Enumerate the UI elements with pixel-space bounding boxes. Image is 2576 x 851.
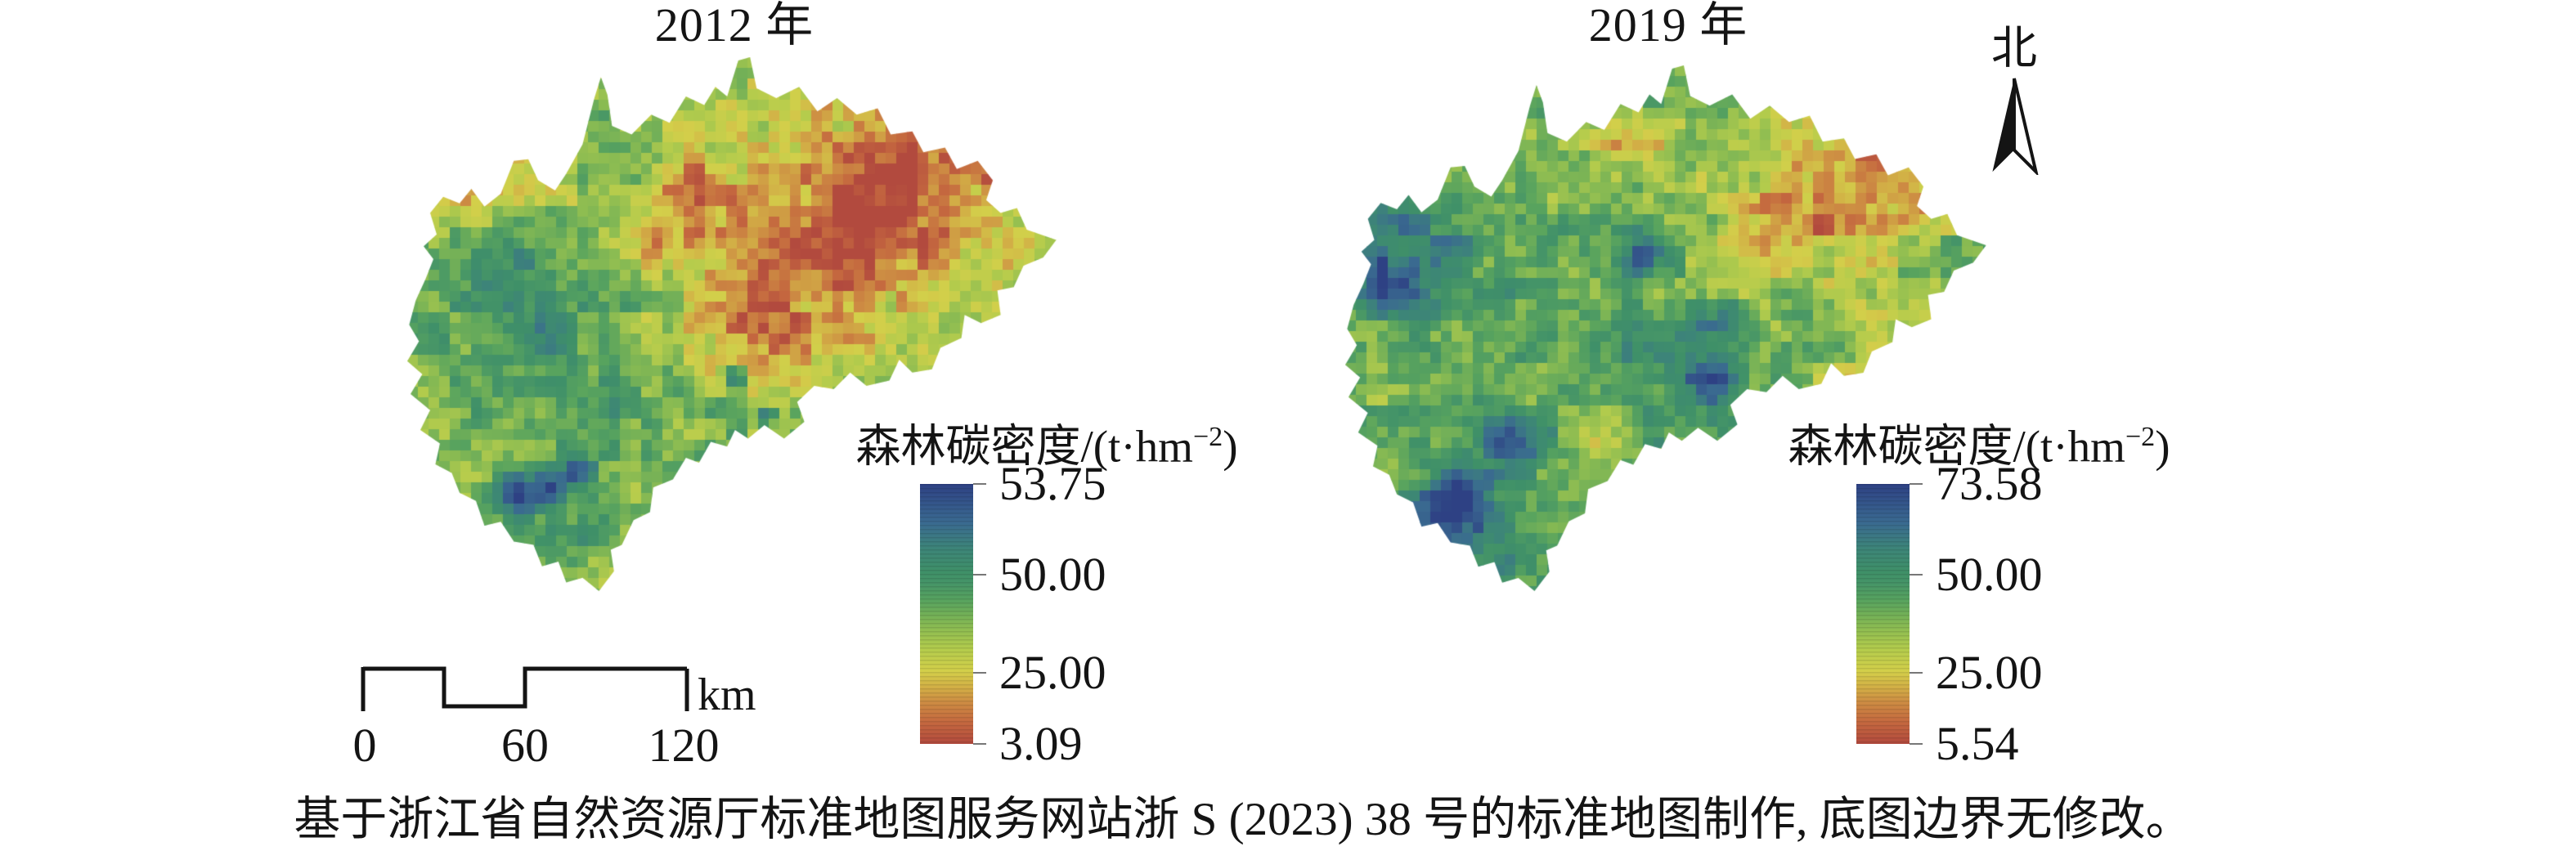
colorbar-2019 bbox=[1856, 484, 1910, 744]
legend-title-text: 森林碳密度/(t·hm bbox=[1788, 421, 2125, 472]
legend-title-suffix: ) bbox=[1223, 421, 1238, 472]
legend-tick bbox=[1910, 672, 1923, 674]
scale-bar-graphic bbox=[361, 666, 689, 711]
legend-tick bbox=[973, 483, 986, 485]
map-title-2012: 2012 年 bbox=[654, 0, 815, 52]
legend-tick bbox=[1910, 743, 1923, 745]
legend-tick-label: 5.54 bbox=[1936, 717, 2019, 770]
figure-caption: 基于浙江省自然资源厅标准地图服务网站浙 S (2023) 38 号的标准地图制作… bbox=[294, 794, 2192, 845]
north-label: 北 bbox=[1991, 24, 2037, 74]
legend-tick bbox=[1910, 483, 1923, 485]
scale-bar: 0 60 120 km bbox=[353, 665, 819, 779]
map-title-2019: 2019 年 bbox=[1588, 0, 1748, 52]
legend-title-sup: −2 bbox=[1192, 422, 1223, 452]
north-indicator: 北 bbox=[1977, 25, 2051, 179]
legend-title-2012: 森林碳密度/(t·hm−2) bbox=[818, 409, 1276, 475]
scale-bar-label-120: 120 bbox=[648, 719, 720, 772]
north-arrow-icon bbox=[1992, 78, 2040, 177]
scale-bar-unit: km bbox=[698, 670, 756, 720]
scale-bar-label-0: 0 bbox=[352, 719, 377, 772]
legend-title-2019: 森林碳密度/(t·hm−2) bbox=[1750, 409, 2208, 475]
legend-tick-label: 50.00 bbox=[1936, 547, 2043, 601]
colorbar-ticks-2012: 53.75 50.00 25.00 3.09 bbox=[973, 460, 1186, 768]
legend-tick bbox=[1910, 573, 1923, 576]
legend-tick bbox=[973, 672, 986, 674]
legend-tick-label: 50.00 bbox=[999, 547, 1106, 601]
legend-tick-label: 3.09 bbox=[999, 717, 1083, 770]
legend-tick-label: 73.58 bbox=[1936, 457, 2043, 510]
legend-title-sup: −2 bbox=[2125, 422, 2156, 452]
legend-tick-label: 25.00 bbox=[999, 646, 1106, 700]
legend-tick bbox=[973, 573, 986, 576]
legend-2012: 森林碳密度/(t·hm−2) 53.75 50.00 25.00 3.09 bbox=[834, 409, 1259, 768]
legend-2019: 森林碳密度/(t·hm−2) 73.58 50.00 25.00 5.54 bbox=[1766, 409, 2192, 768]
legend-tick-label: 53.75 bbox=[999, 457, 1106, 510]
legend-tick-label: 25.00 bbox=[1936, 646, 2043, 700]
legend-tick bbox=[973, 743, 986, 745]
scale-bar-label-60: 60 bbox=[501, 719, 549, 772]
colorbar-2012 bbox=[920, 484, 973, 744]
colorbar-ticks-2019: 73.58 50.00 25.00 5.54 bbox=[1910, 460, 2122, 768]
legend-title-text: 森林碳密度/(t·hm bbox=[855, 421, 1193, 472]
legend-title-suffix: ) bbox=[2155, 421, 2170, 472]
